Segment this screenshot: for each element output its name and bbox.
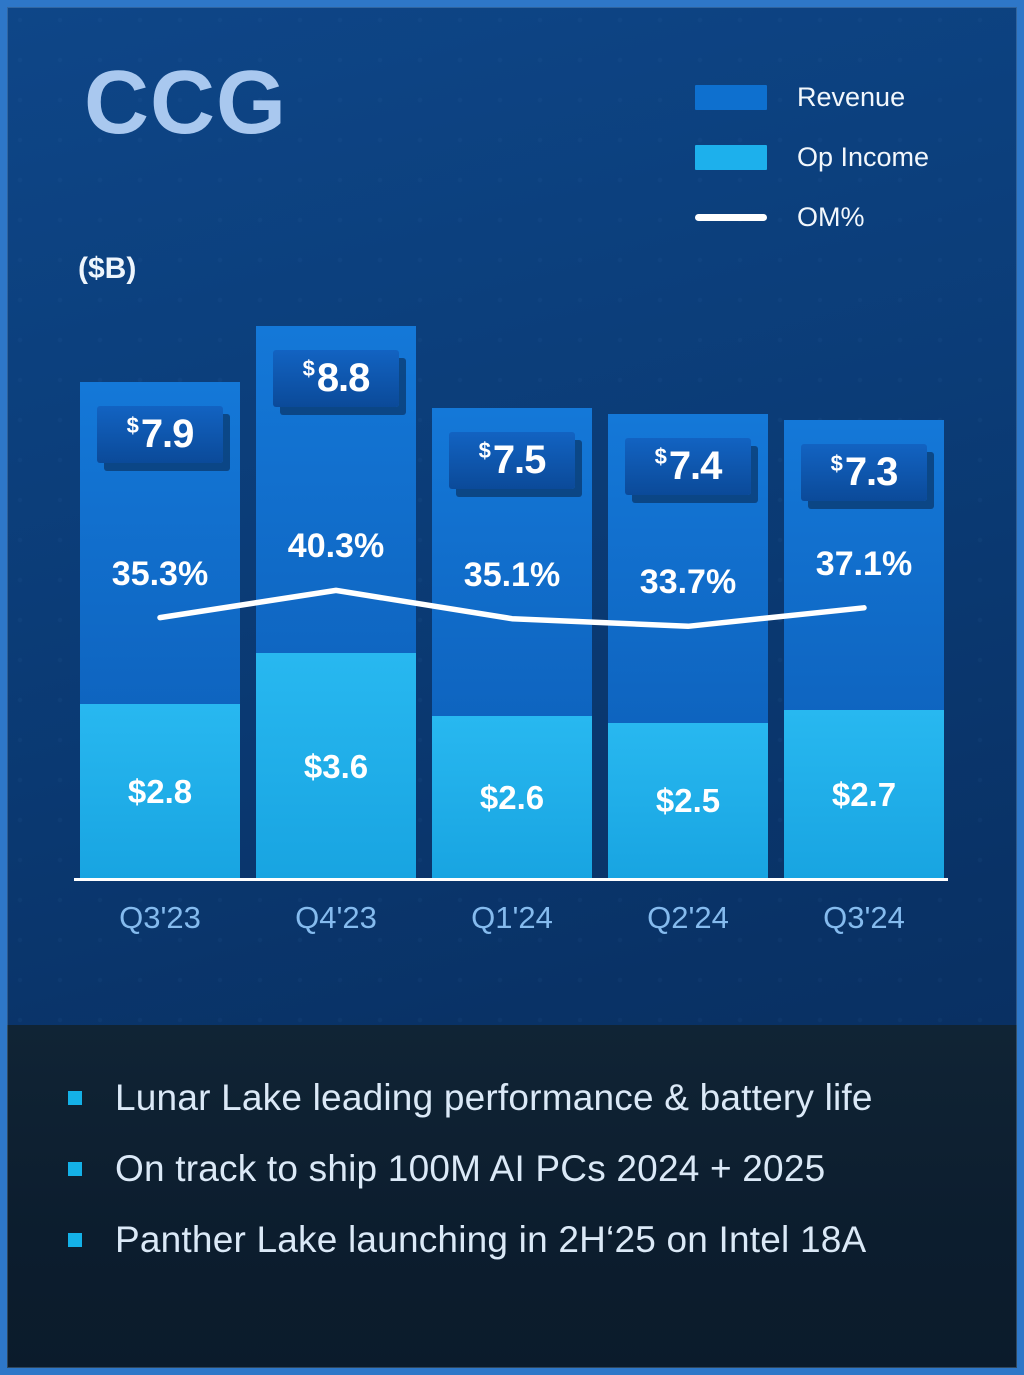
legend: Revenue Op Income OM% <box>695 82 932 233</box>
om-percent-label: 40.3% <box>287 527 385 566</box>
om-percent-label: 33.7% <box>639 563 737 602</box>
x-axis-label: Q3'23 <box>119 900 201 935</box>
legend-label: Op Income <box>797 142 930 172</box>
bar-group: 35.1% $2.6 $7.5 <box>424 310 600 880</box>
bullet-list: Lunar Lake leading performance & battery… <box>0 1025 1024 1261</box>
bar-group: 37.1% $2.7 $7.3 <box>776 310 952 880</box>
x-axis-line <box>74 878 948 881</box>
op-income-bar <box>432 716 592 880</box>
plot-area: 35.3% $2.8 $7.9 40.3% $3.6 $8.8 35.1% $2.6 $7.5 3… <box>72 310 952 880</box>
dollar-sign: $ <box>302 356 315 382</box>
bar-group: 35.3% $2.8 $7.9 <box>72 310 248 880</box>
x-axis-label: Q3'24 <box>823 900 905 935</box>
legend-swatch-icon <box>695 145 767 170</box>
op-income-bar <box>608 722 768 880</box>
revenue-value: 7.5 <box>492 437 547 482</box>
revenue-value: 7.9 <box>140 412 195 457</box>
highlights-panel: Lunar Lake leading performance & battery… <box>0 1025 1024 1375</box>
legend-item: OM% <box>695 202 932 233</box>
dollar-sign: $ <box>830 450 843 476</box>
legend-label: Revenue <box>797 82 906 112</box>
revenue-value: 7.4 <box>668 443 723 488</box>
bullet-item: Panther Lake launching in 2H‘25 on Intel… <box>68 1219 984 1261</box>
unit-label: ($B) <box>78 252 137 285</box>
revenue-badge: $7.4 <box>625 437 751 495</box>
x-axis-labels: Q3'23 Q4'23 Q1'24 Q2'24 Q3'24 <box>72 900 952 936</box>
legend-swatch-icon <box>695 85 767 110</box>
bullet-text: Panther Lake launching in 2H‘25 on Intel… <box>115 1219 867 1260</box>
bullet-text: On track to ship 100M AI PCs 2024 + 2025 <box>115 1148 826 1189</box>
bullet-square-icon <box>68 1162 82 1176</box>
bullet-item: Lunar Lake leading performance & battery… <box>68 1077 984 1119</box>
dollar-sign: $ <box>654 444 667 470</box>
bullet-square-icon <box>68 1233 82 1247</box>
om-line-swatch-icon <box>695 214 767 221</box>
revenue-badge: $7.5 <box>449 431 575 489</box>
bullet-item: On track to ship 100M AI PCs 2024 + 2025 <box>68 1148 984 1190</box>
x-axis-label: Q4'23 <box>295 900 377 935</box>
om-percent-label: 35.3% <box>111 554 209 593</box>
op-income-bar <box>784 709 944 880</box>
x-axis-label: Q1'24 <box>471 900 553 935</box>
op-income-label: $2.7 <box>831 775 897 813</box>
op-income-bar <box>256 653 416 880</box>
om-percent-label: 37.1% <box>815 544 913 583</box>
bullet-text: Lunar Lake leading performance & battery… <box>115 1077 873 1118</box>
om-percent-label: 35.1% <box>463 555 561 594</box>
revenue-value: 7.3 <box>844 450 899 495</box>
revenue-badge: $7.9 <box>97 406 223 464</box>
op-income-label: $2.5 <box>655 782 721 820</box>
op-income-bar <box>80 703 240 880</box>
op-income-label: $2.8 <box>127 772 193 810</box>
bar-group: 33.7% $2.5 $7.4 <box>600 310 776 880</box>
bullet-square-icon <box>68 1091 82 1105</box>
revenue-badge: $7.3 <box>801 444 927 502</box>
revenue-value: 8.8 <box>316 355 371 400</box>
page-title: CCG <box>84 53 287 153</box>
dollar-sign: $ <box>126 412 139 438</box>
op-income-label: $3.6 <box>303 747 369 785</box>
legend-item: Revenue <box>695 82 932 113</box>
bar-group: 40.3% $3.6 $8.8 <box>248 310 424 880</box>
x-axis-label: Q2'24 <box>647 900 729 935</box>
legend-label: OM% <box>797 202 865 232</box>
dollar-sign: $ <box>478 438 491 463</box>
op-income-label: $2.6 <box>479 779 545 817</box>
revenue-badge: $8.8 <box>273 349 399 407</box>
legend-item: Op Income <box>695 142 932 173</box>
